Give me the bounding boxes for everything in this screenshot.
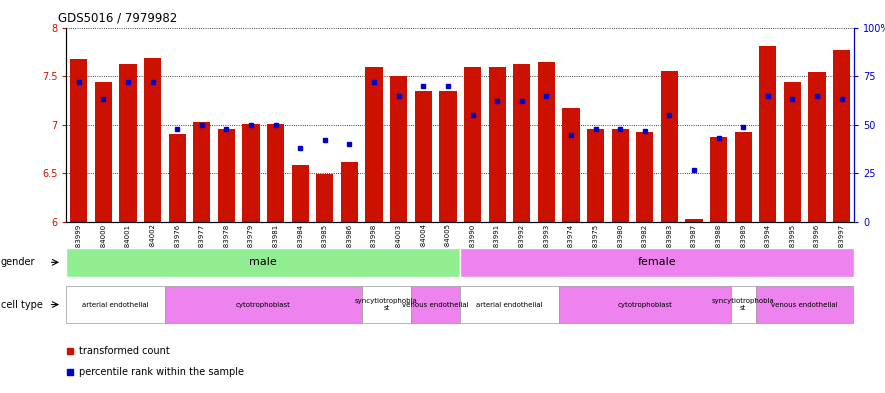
Text: percentile rank within the sample: percentile rank within the sample	[79, 367, 243, 377]
Bar	[460, 248, 854, 277]
Bar	[70, 59, 88, 222]
Text: transformed count: transformed count	[79, 346, 169, 356]
Text: female: female	[638, 257, 676, 267]
Bar	[415, 91, 432, 222]
Text: venous endothelial: venous endothelial	[403, 301, 469, 308]
Bar	[362, 286, 411, 323]
Bar	[558, 286, 731, 323]
Text: arterial endothelial: arterial endothelial	[82, 301, 149, 308]
Text: gender: gender	[1, 257, 35, 267]
Bar	[685, 219, 703, 222]
Bar	[460, 286, 558, 323]
Bar	[809, 72, 826, 222]
Bar	[784, 82, 801, 222]
Bar	[489, 67, 505, 222]
Bar	[756, 286, 854, 323]
Bar	[759, 46, 776, 222]
Bar	[168, 134, 186, 222]
Bar	[267, 124, 284, 222]
Bar	[587, 129, 604, 222]
Text: GDS5016 / 7979982: GDS5016 / 7979982	[58, 12, 177, 25]
Bar	[165, 286, 362, 323]
Text: male: male	[250, 257, 277, 267]
Bar	[464, 67, 481, 222]
Text: syncytiotrophobla
st: syncytiotrophobla st	[712, 298, 774, 311]
Bar	[66, 248, 460, 277]
Bar	[661, 71, 678, 222]
Bar	[95, 82, 112, 222]
Bar	[562, 108, 580, 222]
Bar	[710, 138, 727, 222]
Bar	[833, 50, 850, 222]
Text: cytotrophoblast: cytotrophoblast	[235, 301, 291, 308]
Bar	[390, 76, 407, 222]
Bar	[411, 286, 460, 323]
Bar	[636, 132, 653, 222]
Text: cytotrophoblast: cytotrophoblast	[618, 301, 673, 308]
Text: syncytiotrophobla
st: syncytiotrophobla st	[355, 298, 418, 311]
Text: arterial endothelial: arterial endothelial	[476, 301, 543, 308]
Bar	[513, 64, 530, 222]
Bar	[66, 286, 165, 323]
Bar	[291, 165, 309, 222]
Bar	[538, 62, 555, 222]
Text: cell type: cell type	[1, 299, 42, 310]
Text: venous endothelial: venous endothelial	[772, 301, 838, 308]
Bar	[735, 132, 752, 222]
Bar	[366, 67, 382, 222]
Bar	[731, 286, 756, 323]
Bar	[119, 64, 136, 222]
Bar	[242, 124, 259, 222]
Bar	[439, 91, 457, 222]
Bar	[612, 129, 629, 222]
Bar	[193, 122, 211, 222]
Bar	[341, 162, 358, 222]
Bar	[316, 174, 334, 222]
Bar	[218, 129, 235, 222]
Bar	[144, 58, 161, 222]
